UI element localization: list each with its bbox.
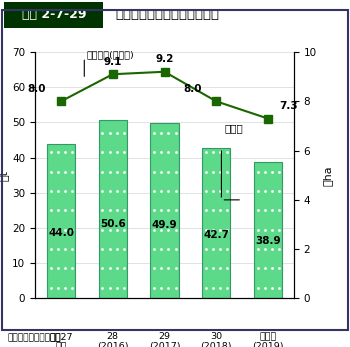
Text: 50.6: 50.6 [100, 219, 126, 229]
Text: 作付面積(右目盛): 作付面積(右目盛) [87, 50, 135, 59]
Bar [150, 123, 179, 298]
Y-axis label: 万t: 万t [0, 170, 9, 181]
Text: 令和元
(2019): 令和元 (2019) [252, 332, 284, 347]
Text: 28
(2016): 28 (2016) [97, 332, 128, 347]
Text: 図表 2-7-29: 図表 2-7-29 [22, 8, 86, 22]
Bar [98, 120, 127, 298]
Text: 44.0: 44.0 [48, 228, 74, 238]
Text: 9.2: 9.2 [155, 54, 174, 65]
Bar [202, 148, 231, 298]
Bar [254, 161, 282, 298]
Text: 49.9: 49.9 [152, 220, 177, 230]
Text: 飼料用米の作付面積と生産量: 飼料用米の作付面積と生産量 [116, 8, 219, 22]
Text: 9.1: 9.1 [104, 57, 122, 67]
Text: 資料：農林水産省作成: 資料：農林水産省作成 [7, 333, 61, 342]
Y-axis label: 万ha: 万ha [322, 165, 332, 186]
Text: 29
(2017): 29 (2017) [149, 332, 180, 347]
Text: 30
(2018): 30 (2018) [201, 332, 232, 347]
Text: 平成27
年産
(2015): 平成27 年産 (2015) [45, 332, 77, 347]
Text: 8.0: 8.0 [183, 84, 202, 94]
Bar [47, 144, 75, 298]
Text: 生産量: 生産量 [224, 123, 243, 133]
Text: 38.9: 38.9 [255, 236, 281, 246]
FancyBboxPatch shape [4, 2, 103, 28]
Text: 42.7: 42.7 [203, 230, 229, 240]
Text: 7.3: 7.3 [279, 101, 298, 111]
Text: 8.0: 8.0 [27, 84, 46, 94]
